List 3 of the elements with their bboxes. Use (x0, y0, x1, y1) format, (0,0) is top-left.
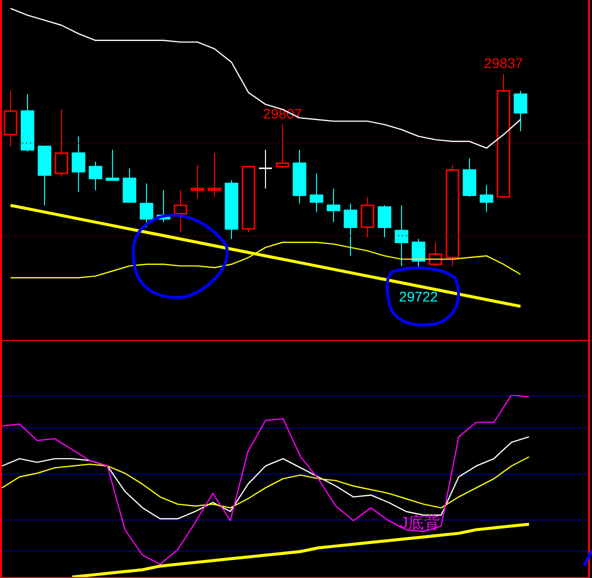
text: 29837 (484, 55, 523, 72)
annotation: J底背 (400, 514, 440, 534)
text: 29722 (399, 288, 438, 305)
